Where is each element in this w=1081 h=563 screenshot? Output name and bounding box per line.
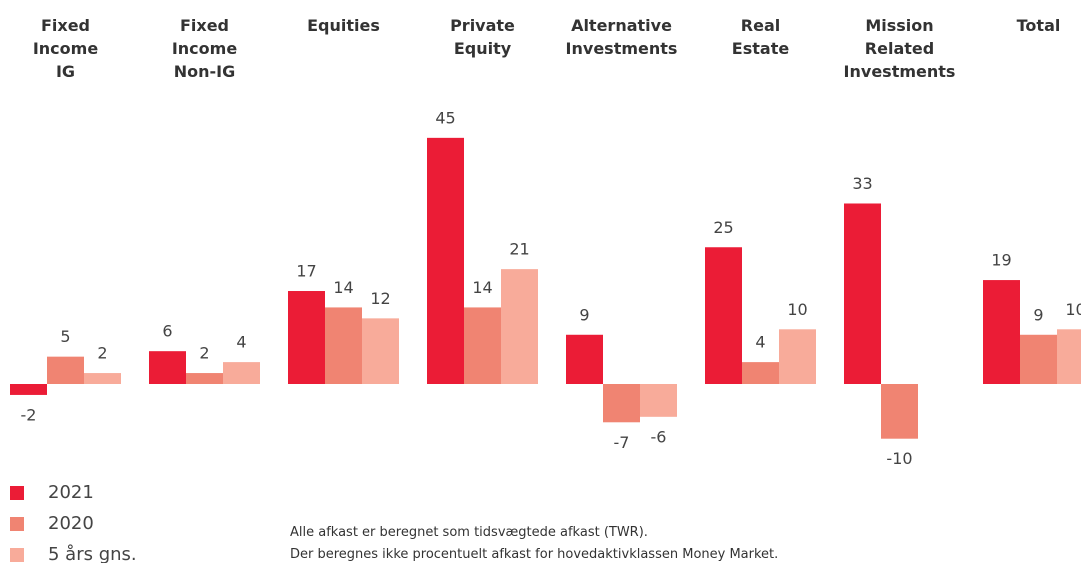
bar xyxy=(149,351,186,384)
value-label: 9 xyxy=(579,305,589,324)
legend-swatch xyxy=(10,548,24,562)
bar xyxy=(566,334,603,384)
bar xyxy=(705,247,742,384)
value-label: 14 xyxy=(472,278,492,297)
value-label: -2 xyxy=(21,405,37,424)
value-label: 2 xyxy=(199,344,209,363)
value-label: -6 xyxy=(651,427,667,446)
category-label: Alternative Investments xyxy=(565,16,678,58)
value-label: 10 xyxy=(787,300,807,319)
value-label: 17 xyxy=(296,262,316,281)
category-label: Real Estate xyxy=(731,16,790,58)
bar xyxy=(362,318,399,384)
legend-swatch xyxy=(10,517,24,531)
note: Der beregnes ikke procentuelt afkast for… xyxy=(290,547,779,562)
bar xyxy=(1057,329,1081,384)
value-label: 5 xyxy=(60,327,70,346)
bar xyxy=(325,307,362,384)
value-label: 4 xyxy=(755,333,765,352)
category-label: Private Equity xyxy=(450,16,515,58)
legend-swatch xyxy=(10,486,24,500)
category-label: Total xyxy=(1016,16,1061,35)
bar xyxy=(288,291,325,384)
value-label: 45 xyxy=(435,108,455,127)
value-label: 10 xyxy=(1065,300,1081,319)
bar xyxy=(84,373,121,384)
value-label: 4 xyxy=(236,333,246,352)
category-label: Fixed Income IG xyxy=(32,16,99,81)
bar xyxy=(779,329,816,384)
bar xyxy=(742,362,779,384)
legend-label: 2021 xyxy=(48,482,94,503)
bar xyxy=(223,362,260,384)
category-label: Fixed Income Non-IG xyxy=(171,16,238,81)
value-label: 19 xyxy=(991,251,1011,270)
note: Alle afkast er beregnet som tidsvægtede … xyxy=(290,525,648,540)
value-label: 2 xyxy=(97,344,107,363)
value-label: -10 xyxy=(886,449,912,468)
legend-label: 2020 xyxy=(48,513,94,534)
category-label: Mission Related Investments xyxy=(843,16,956,81)
bar xyxy=(464,307,501,384)
bar xyxy=(10,384,47,395)
value-label: 33 xyxy=(852,174,872,193)
value-label: 25 xyxy=(713,218,733,237)
bar xyxy=(1020,334,1057,384)
bar xyxy=(501,269,538,384)
value-label: 21 xyxy=(509,240,529,259)
value-label: 9 xyxy=(1033,305,1043,324)
value-label: 14 xyxy=(333,278,353,297)
value-label: -7 xyxy=(614,433,630,452)
bar xyxy=(603,384,640,423)
bar xyxy=(186,373,223,384)
value-label: 12 xyxy=(370,289,390,308)
bar xyxy=(983,280,1020,384)
bar xyxy=(881,384,918,439)
bar xyxy=(844,203,881,384)
bar xyxy=(427,137,464,384)
value-label: 6 xyxy=(162,322,172,341)
bar xyxy=(640,384,677,417)
legend-label: 5 års gns. xyxy=(48,544,137,563)
bar xyxy=(47,356,84,384)
category-label: Equities xyxy=(307,16,380,35)
